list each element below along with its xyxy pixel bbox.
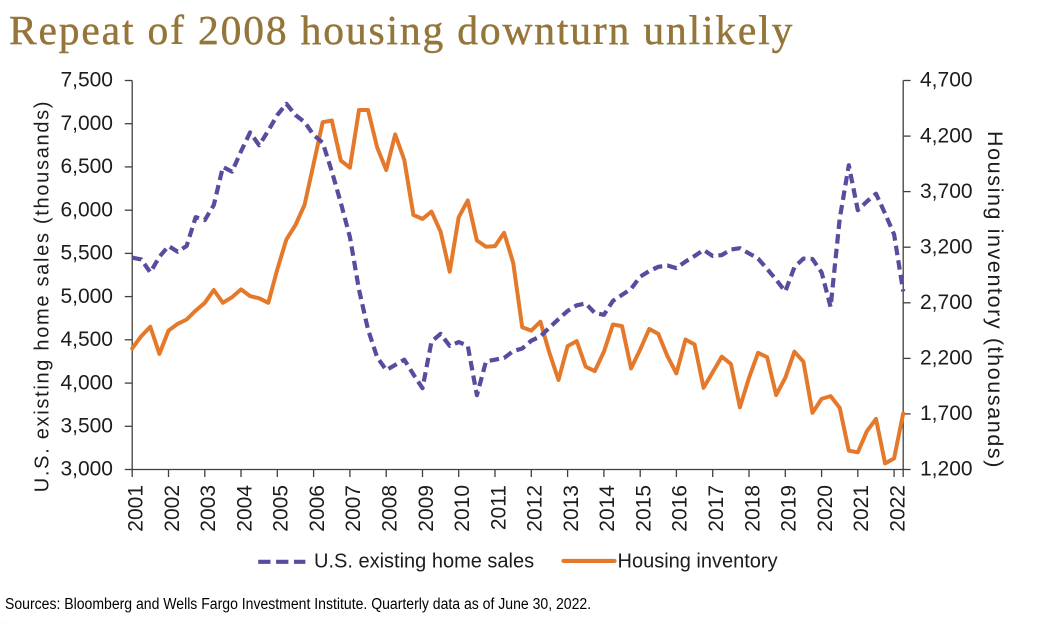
svg-text:U.S. existing home sales (thou: U.S. existing home sales (thousands) <box>32 100 54 492</box>
svg-text:6,500: 6,500 <box>60 155 113 178</box>
svg-text:2,200: 2,200 <box>920 347 973 370</box>
svg-text:4,700: 4,700 <box>920 69 973 92</box>
svg-text:2019: 2019 <box>778 485 801 532</box>
svg-text:1,700: 1,700 <box>920 402 973 425</box>
svg-text:2003: 2003 <box>197 485 220 532</box>
svg-text:2012: 2012 <box>524 485 547 532</box>
svg-text:2020: 2020 <box>814 485 837 532</box>
svg-text:6,000: 6,000 <box>60 198 113 221</box>
svg-text:2017: 2017 <box>705 485 728 532</box>
svg-text:Housing inventory (thousands): Housing inventory (thousands) <box>983 131 1007 469</box>
svg-text:3,700: 3,700 <box>920 180 973 203</box>
svg-text:2015: 2015 <box>633 485 656 532</box>
svg-text:2001: 2001 <box>125 485 148 532</box>
svg-text:2006: 2006 <box>306 485 329 532</box>
svg-text:4,200: 4,200 <box>920 124 973 147</box>
svg-text:7,500: 7,500 <box>60 69 113 92</box>
svg-text:2004: 2004 <box>233 485 256 532</box>
svg-text:4,000: 4,000 <box>60 371 113 394</box>
svg-text:3,500: 3,500 <box>60 415 113 438</box>
svg-text:4,500: 4,500 <box>60 328 113 351</box>
svg-text:2005: 2005 <box>270 485 293 532</box>
svg-text:2021: 2021 <box>850 485 873 532</box>
svg-text:2018: 2018 <box>741 485 764 532</box>
svg-text:2011: 2011 <box>487 485 510 530</box>
svg-text:2009: 2009 <box>415 485 438 532</box>
svg-text:U.S. existing home sales: U.S. existing home sales <box>314 550 534 572</box>
svg-text:1,200: 1,200 <box>920 458 973 481</box>
svg-text:2013: 2013 <box>560 485 583 532</box>
svg-text:2007: 2007 <box>342 485 365 532</box>
svg-text:3,200: 3,200 <box>920 235 973 258</box>
svg-text:2010: 2010 <box>451 485 474 532</box>
svg-text:2016: 2016 <box>669 485 692 532</box>
svg-text:2002: 2002 <box>161 485 184 532</box>
svg-text:2,700: 2,700 <box>920 291 973 314</box>
svg-text:2008: 2008 <box>379 485 402 532</box>
svg-text:2022: 2022 <box>886 485 909 532</box>
svg-text:2014: 2014 <box>596 485 619 532</box>
svg-text:7,000: 7,000 <box>60 112 113 135</box>
svg-text:Housing inventory: Housing inventory <box>618 550 778 572</box>
svg-text:5,000: 5,000 <box>60 285 113 308</box>
svg-text:5,500: 5,500 <box>60 242 113 265</box>
svg-text:3,000: 3,000 <box>60 458 113 481</box>
